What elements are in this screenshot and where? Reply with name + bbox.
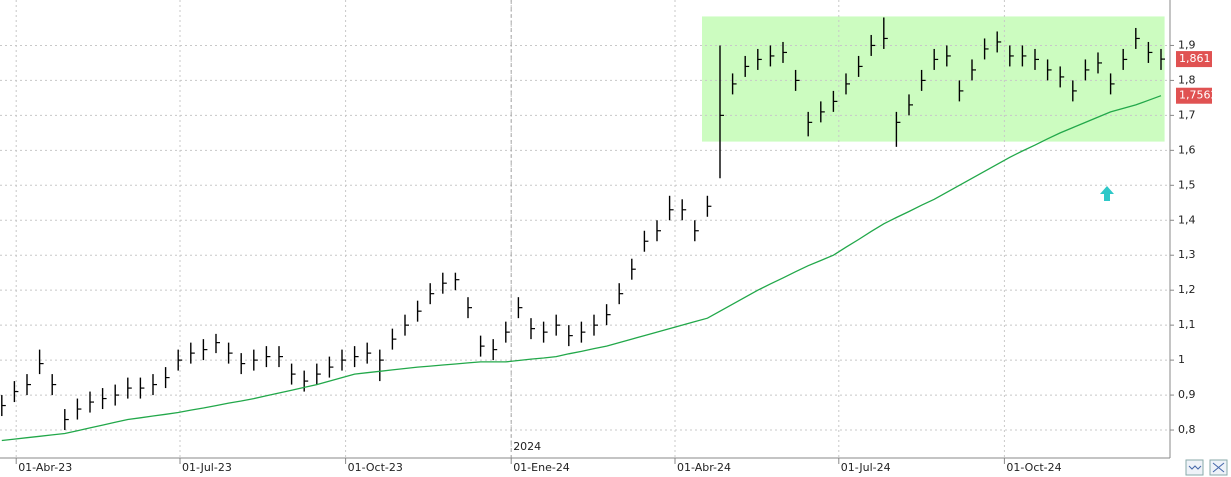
x-tick-label: 01-Oct-24 — [1006, 461, 1061, 474]
x-tick-label: 01-Abr-23 — [18, 461, 72, 474]
y-tick-label: 1,7 — [1178, 108, 1196, 121]
last-price-label: 1,861 — [1179, 52, 1211, 65]
x-tick-label: 01-Ene-24 — [513, 461, 570, 474]
y-tick-label: 1,8 — [1178, 73, 1196, 86]
moving-average-label: 1,7562 — [1179, 89, 1218, 102]
y-tick-label: 1,6 — [1178, 143, 1196, 156]
last-price-tag — [1176, 51, 1212, 68]
x-tick-label: 01-Oct-23 — [348, 461, 403, 474]
x-tick-label: 01-Jul-24 — [841, 461, 891, 474]
y-tick-label: 0,8 — [1178, 423, 1196, 436]
y-tick-label: 1,5 — [1178, 178, 1196, 191]
year-marker-label: 2024 — [513, 440, 541, 453]
y-tick-label: 1,1 — [1178, 318, 1196, 331]
moving-average — [1, 95, 1162, 442]
y-tick-label: 1,2 — [1178, 283, 1196, 296]
y-tick-label: 1,3 — [1178, 248, 1196, 261]
marks-layer — [1, 17, 1165, 442]
y-tick-label: 1,9 — [1178, 38, 1196, 51]
x-tick-label: 01-Jul-23 — [182, 461, 232, 474]
scroll-icon — [1188, 465, 1202, 470]
scroll-button[interactable] — [1185, 459, 1204, 476]
range-box — [702, 16, 1165, 142]
moving-average-tag — [1176, 87, 1212, 104]
zoom-icon — [1212, 462, 1225, 473]
background-layer — [0, 0, 1170, 458]
y-tick-label: 1 — [1178, 353, 1185, 366]
x-tick-label: 01-Abr-24 — [677, 461, 731, 474]
y-tick-label: 0,9 — [1178, 388, 1196, 401]
y-tick-label: 1,4 — [1178, 213, 1196, 226]
signal-arrow — [1100, 186, 1114, 201]
